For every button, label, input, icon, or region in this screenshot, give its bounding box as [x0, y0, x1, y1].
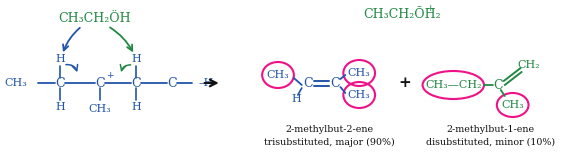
Text: H: H	[55, 102, 65, 112]
Text: 2-methylbut-2-ene: 2-methylbut-2-ene	[285, 125, 374, 134]
Text: C: C	[95, 77, 105, 89]
Text: H: H	[132, 102, 141, 112]
Text: H: H	[55, 54, 65, 64]
Text: H: H	[132, 54, 141, 64]
Text: CH₃CH₂ÖH: CH₃CH₂ÖH	[59, 11, 131, 25]
Text: C: C	[132, 77, 141, 89]
Text: CH₂: CH₂	[517, 60, 540, 70]
Text: CH₃: CH₃	[88, 104, 111, 114]
Text: CH₃: CH₃	[5, 78, 27, 88]
Text: 2-methylbut-1-ene: 2-methylbut-1-ene	[447, 125, 535, 134]
Text: CH₃: CH₃	[501, 100, 524, 110]
Text: C: C	[493, 79, 503, 91]
Text: H: H	[291, 94, 301, 104]
Text: trisubstituted, major (90%): trisubstituted, major (90%)	[264, 137, 395, 147]
Text: C: C	[331, 77, 340, 89]
Text: +: +	[106, 71, 113, 80]
Text: C: C	[55, 77, 65, 89]
Text: +: +	[426, 3, 433, 12]
Text: CH₃: CH₃	[267, 70, 289, 80]
Text: CH₃—CH₂: CH₃—CH₂	[425, 80, 481, 90]
Text: CH₃CH₂ŌH₂: CH₃CH₂ŌH₂	[363, 7, 441, 20]
Text: +: +	[398, 76, 411, 90]
Text: C: C	[303, 77, 313, 89]
Text: –H: –H	[199, 78, 214, 88]
Text: C: C	[167, 77, 177, 89]
Text: CH₃: CH₃	[348, 68, 371, 78]
Text: CH₃: CH₃	[348, 90, 371, 100]
Text: disubstituted, minor (10%): disubstituted, minor (10%)	[427, 137, 555, 147]
